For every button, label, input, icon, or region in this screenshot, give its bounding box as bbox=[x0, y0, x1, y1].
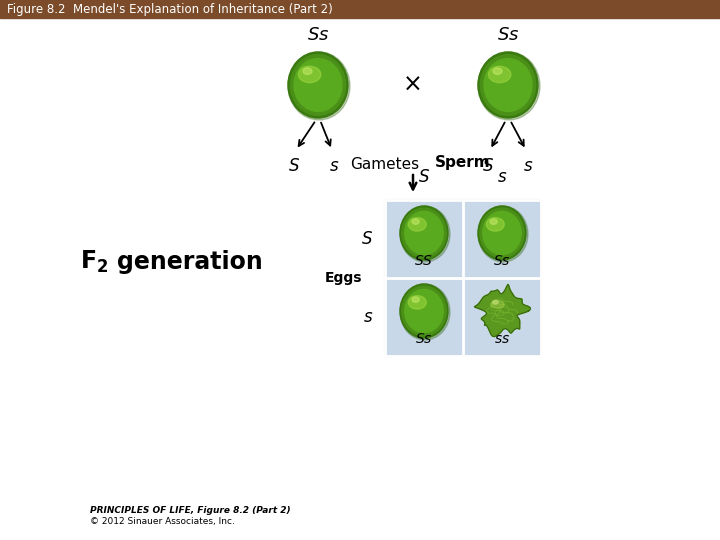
Text: $\mathbf{\mathit{S}}$: $\mathbf{\mathit{S}}$ bbox=[361, 230, 373, 248]
Text: ×: × bbox=[403, 73, 423, 97]
Bar bbox=[0, 0, 720, 18]
Ellipse shape bbox=[483, 211, 521, 254]
Ellipse shape bbox=[480, 208, 524, 258]
Ellipse shape bbox=[288, 52, 348, 118]
Text: $\mathbf{\mathit{Ss}}$: $\mathbf{\mathit{Ss}}$ bbox=[497, 26, 519, 44]
Text: $\mathbf{\mathit{S}}$: $\mathbf{\mathit{S}}$ bbox=[288, 157, 300, 175]
Text: © 2012 Sinauer Associates, Inc.: © 2012 Sinauer Associates, Inc. bbox=[90, 517, 235, 526]
Ellipse shape bbox=[408, 218, 426, 231]
Text: $\mathit{s}$: $\mathit{s}$ bbox=[523, 157, 533, 175]
Ellipse shape bbox=[405, 289, 444, 333]
Text: $\mathbf{\mathit{Ss}}$: $\mathbf{\mathit{Ss}}$ bbox=[307, 26, 329, 44]
Ellipse shape bbox=[290, 55, 346, 116]
Ellipse shape bbox=[493, 68, 502, 75]
Ellipse shape bbox=[490, 219, 498, 224]
Ellipse shape bbox=[288, 52, 350, 120]
Text: Eggs: Eggs bbox=[324, 271, 361, 285]
Text: PRINCIPLES OF LIFE, Figure 8.2 (Part 2): PRINCIPLES OF LIFE, Figure 8.2 (Part 2) bbox=[90, 506, 291, 515]
Text: $\mathit{ss}$: $\mathit{ss}$ bbox=[494, 332, 510, 346]
Ellipse shape bbox=[400, 206, 450, 262]
Ellipse shape bbox=[478, 52, 540, 120]
Text: Gametes: Gametes bbox=[350, 157, 419, 172]
Bar bbox=[463, 200, 541, 278]
Bar bbox=[385, 200, 463, 278]
Text: $\mathbf{\mathit{S}}$: $\mathbf{\mathit{S}}$ bbox=[482, 157, 494, 175]
Ellipse shape bbox=[400, 284, 448, 338]
Ellipse shape bbox=[400, 206, 448, 260]
Text: $\mathbf{\mathit{Ss}}$: $\mathbf{\mathit{Ss}}$ bbox=[415, 332, 433, 346]
Ellipse shape bbox=[298, 66, 321, 83]
Text: $\mathbf{\mathit{Ss}}$: $\mathbf{\mathit{Ss}}$ bbox=[493, 254, 511, 268]
Ellipse shape bbox=[412, 297, 419, 302]
Ellipse shape bbox=[405, 211, 444, 254]
Ellipse shape bbox=[294, 59, 342, 111]
Ellipse shape bbox=[480, 55, 536, 116]
Ellipse shape bbox=[412, 219, 419, 224]
Ellipse shape bbox=[478, 206, 526, 260]
Ellipse shape bbox=[402, 208, 446, 258]
Text: $\mathit{s}$: $\mathit{s}$ bbox=[363, 308, 373, 326]
Ellipse shape bbox=[478, 206, 528, 262]
Text: $\mathbf{F_2}$: $\mathbf{F_2}$ bbox=[80, 249, 109, 275]
Ellipse shape bbox=[491, 301, 504, 308]
Ellipse shape bbox=[408, 295, 426, 309]
Text: generation: generation bbox=[117, 250, 263, 274]
Ellipse shape bbox=[303, 68, 312, 75]
Text: $\mathbf{\mathit{S}}$: $\mathbf{\mathit{S}}$ bbox=[418, 168, 430, 186]
Ellipse shape bbox=[402, 286, 446, 336]
Text: Sperm: Sperm bbox=[435, 155, 491, 170]
Ellipse shape bbox=[478, 52, 538, 118]
Ellipse shape bbox=[484, 59, 532, 111]
Text: Figure 8.2  Mendel's Explanation of Inheritance (Part 2): Figure 8.2 Mendel's Explanation of Inher… bbox=[7, 3, 333, 16]
Text: $\mathit{s}$: $\mathit{s}$ bbox=[329, 157, 339, 175]
Ellipse shape bbox=[400, 284, 450, 340]
Ellipse shape bbox=[488, 66, 511, 83]
Text: $\mathit{s}$: $\mathit{s}$ bbox=[497, 168, 507, 186]
Ellipse shape bbox=[486, 218, 504, 231]
Bar bbox=[463, 278, 541, 356]
Ellipse shape bbox=[492, 300, 498, 304]
Text: $\mathbf{\mathit{SS}}$: $\mathbf{\mathit{SS}}$ bbox=[415, 254, 433, 268]
Bar bbox=[385, 278, 463, 356]
Polygon shape bbox=[474, 285, 531, 336]
